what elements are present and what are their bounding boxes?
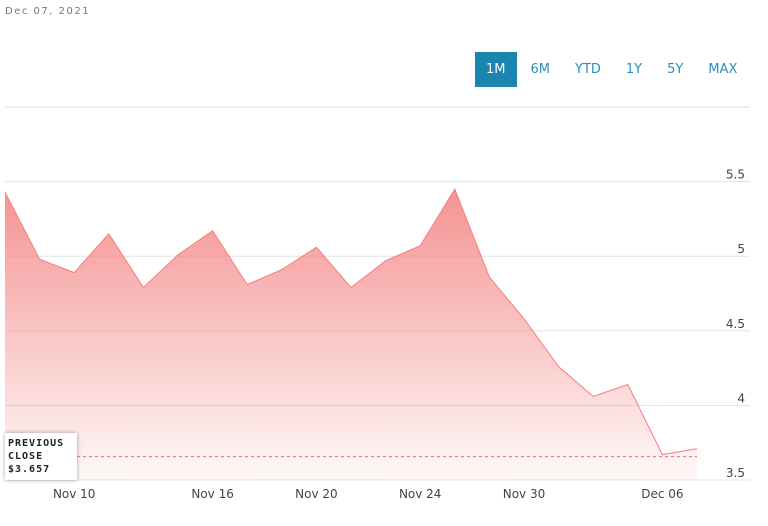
range-button[interactable]: 6M [530,62,551,77]
x-tick-label: Nov 10 [53,487,96,501]
y-tick-label: 4.5 [726,317,745,331]
range-selector: 1M 6M YTD 1Y 5Y MAX [475,52,751,87]
y-tick-label: 5.5 [726,168,745,182]
x-tick-label: Dec 06 [641,487,683,501]
range-button[interactable]: YTD [575,62,601,77]
range-button[interactable]: 1Y [625,62,643,77]
area-line [4,187,698,456]
previous-close-box: PREVIOUS CLOSE $3.657 [5,433,77,480]
range-button[interactable]: MAX [708,62,738,77]
area-fill [5,189,697,480]
range-button[interactable]: 5Y [667,62,684,77]
x-tick-label: Nov 20 [295,487,338,501]
y-tick-label: 4 [737,391,745,405]
x-tick-label: Nov 16 [191,487,234,501]
y-tick-label: 5 [737,242,745,256]
previous-close-label: PREVIOUS CLOSE [8,438,65,462]
range-button[interactable]: 1M [475,52,517,87]
date: Dec 07, 2021 [5,6,91,17]
x-tick-label: Nov 24 [399,487,442,501]
y-tick-label: 3.5 [726,466,745,480]
previous-close-value: $3.657 [8,464,51,475]
x-tick-label: Nov 30 [503,487,546,501]
